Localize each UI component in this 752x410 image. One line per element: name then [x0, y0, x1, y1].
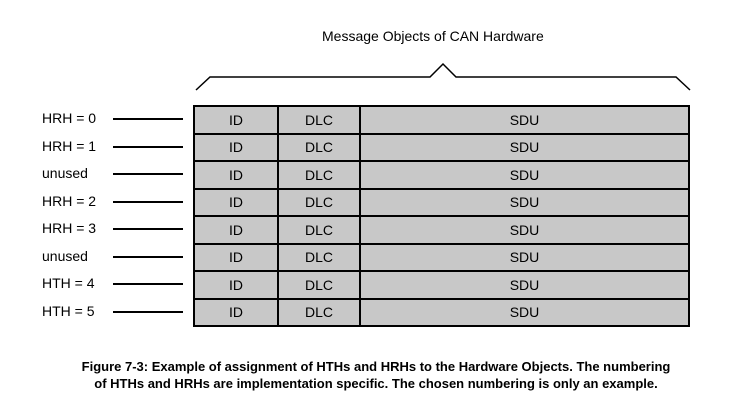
handle-label: HRH = 0 — [42, 110, 97, 126]
dlc-cell: DLC — [279, 134, 361, 160]
sdu-cell: SDU — [509, 194, 540, 211]
sdu-cell: SDU — [509, 304, 540, 321]
label-row: unused — [40, 243, 190, 271]
label-row: HTH = 5 — [40, 298, 190, 326]
connector-line — [113, 283, 183, 285]
brace-bracket — [195, 62, 691, 91]
caption-line-1: Figure 7-3: Example of assignment of HTH… — [81, 359, 671, 374]
id-cell: ID — [195, 134, 279, 160]
id-cell: ID — [195, 272, 279, 298]
id-cell: ID — [195, 217, 279, 243]
connector-line — [113, 310, 183, 313]
connector-line — [113, 145, 183, 148]
id-cell: ID — [195, 107, 279, 133]
dlc-cell: DLC — [279, 272, 361, 298]
table-row: ID DLC SDU — [195, 162, 688, 190]
connector-line — [113, 173, 183, 175]
connector-line — [113, 255, 183, 258]
handle-label: HTH = 4 — [42, 275, 95, 291]
sdu-cell: SDU — [509, 111, 540, 128]
figure-caption: Figure 7-3: Example of assignment of HTH… — [0, 358, 752, 392]
label-row: HTH = 4 — [40, 270, 190, 298]
table-row: ID DLC SDU — [195, 244, 688, 272]
table-row: ID DLC SDU — [195, 107, 688, 135]
label-row: HRH = 3 — [40, 215, 190, 243]
dlc-cell: DLC — [279, 107, 361, 133]
handle-label: HTH = 5 — [42, 302, 95, 319]
handle-label: HRH = 2 — [42, 192, 97, 209]
label-row: HRH = 0 — [40, 105, 190, 133]
id-cell: ID — [195, 162, 279, 188]
dlc-cell: DLC — [279, 162, 361, 188]
table-row: ID DLC SDU — [195, 299, 688, 327]
connector-line — [113, 228, 183, 230]
caption-line-2: of HTHs and HRHs are implementation spec… — [94, 376, 658, 391]
dlc-cell: DLC — [279, 244, 361, 270]
diagram-title: Message Objects of CAN Hardware — [322, 28, 544, 44]
connector-line — [113, 200, 183, 203]
handle-label: HRH = 1 — [42, 137, 97, 154]
label-row: HRH = 1 — [40, 133, 190, 161]
sdu-cell: SDU — [509, 221, 540, 238]
id-cell: ID — [195, 299, 279, 325]
label-row: unused — [40, 160, 190, 188]
table-row: ID DLC SDU — [195, 272, 688, 300]
handle-label: unused — [42, 247, 88, 264]
dlc-cell: DLC — [279, 217, 361, 243]
sdu-cell: SDU — [509, 276, 540, 293]
hardware-objects-table: ID DLC SDU ID DLC SDU ID DLC SDU ID DLC … — [193, 105, 690, 327]
handle-label: unused — [42, 165, 88, 181]
table-row: ID DLC SDU — [195, 189, 688, 217]
table-row: ID DLC SDU — [195, 134, 688, 162]
handle-label: HRH = 3 — [42, 220, 97, 236]
dlc-cell: DLC — [279, 299, 361, 325]
handle-labels: HRH = 0 HRH = 1 unused HRH = 2 HRH = 3 u… — [40, 105, 190, 325]
id-cell: ID — [195, 244, 279, 270]
sdu-cell: SDU — [509, 166, 540, 183]
id-cell: ID — [195, 189, 279, 215]
connector-line — [113, 118, 183, 120]
table-row: ID DLC SDU — [195, 217, 688, 245]
dlc-cell: DLC — [279, 189, 361, 215]
label-row: HRH = 2 — [40, 188, 190, 216]
sdu-cell: SDU — [509, 139, 540, 156]
sdu-cell: SDU — [509, 249, 540, 266]
